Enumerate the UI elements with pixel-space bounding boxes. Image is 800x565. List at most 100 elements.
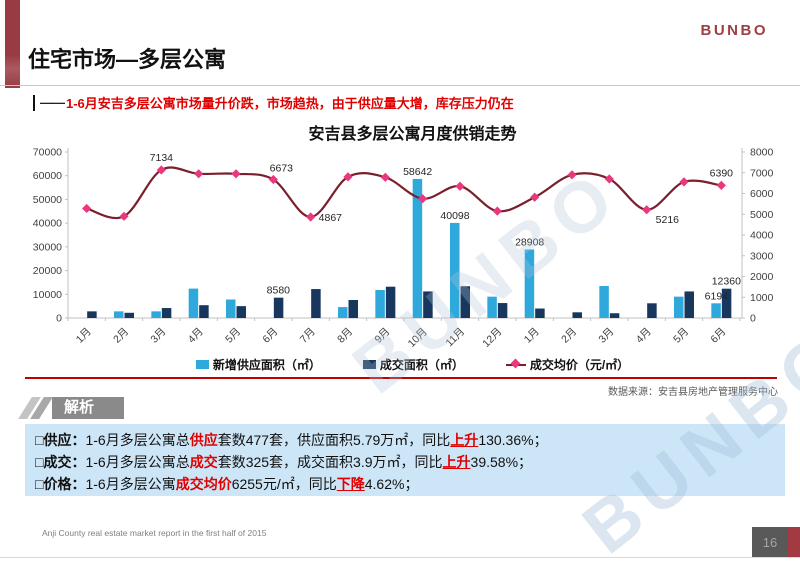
- svg-text:3月: 3月: [596, 326, 616, 346]
- legend-item-price: 成交均价（元/㎡）: [505, 356, 630, 373]
- svg-text:5000: 5000: [750, 209, 774, 221]
- svg-text:6000: 6000: [750, 188, 774, 200]
- bar-deal: [348, 299, 358, 318]
- page-number-badge: 16: [752, 527, 788, 557]
- price-marker-icon: [492, 206, 502, 216]
- svg-text:8580: 8580: [267, 285, 291, 297]
- bar-supply: [226, 299, 236, 318]
- analysis-line: □成交：1-6月多层公寓总成交套数325套，成交面积3.9万㎡，同比上升39.5…: [35, 454, 533, 470]
- supply-swatch-icon: [195, 360, 209, 369]
- price-marker-icon: [642, 205, 652, 215]
- price-marker-icon: [306, 212, 316, 222]
- bar-supply: [375, 290, 385, 318]
- bar-deal: [535, 308, 545, 318]
- svg-text:4月: 4月: [634, 326, 654, 346]
- data-source: 数据来源：安吉县房地产管理服务中心: [608, 387, 778, 398]
- svg-text:4月: 4月: [186, 326, 206, 346]
- bar-deal: [311, 289, 321, 318]
- bar-deal: [161, 308, 172, 318]
- data-labels: 58642 40098 28908 6194 8580 12360 7134 6673 4867…: [150, 152, 741, 302]
- svg-text:2月: 2月: [559, 326, 579, 346]
- svg-text:10月: 10月: [406, 326, 430, 350]
- bar-deal: [199, 305, 209, 318]
- svg-text:12360: 12360: [712, 276, 741, 288]
- bunbo-logo: BUNBO: [700, 22, 768, 39]
- subtitle-bar-mark: [33, 94, 35, 111]
- svg-text:5月: 5月: [223, 326, 243, 346]
- bar-supply: [524, 249, 535, 318]
- bar-deal: [647, 303, 657, 318]
- bar-deal: [87, 311, 97, 318]
- legend-label: 成交均价（元/㎡）: [529, 358, 630, 372]
- svg-text:9月: 9月: [372, 326, 392, 346]
- analysis-line: □价格：1-6月多层公寓成交均价6255元/㎡，同比下降4.62%；: [35, 476, 419, 492]
- svg-text:6194: 6194: [705, 290, 729, 302]
- analysis-line: □供应：1-6月多层公寓总供应套数477套，供应面积5.79万㎡，同比上升130…: [35, 432, 548, 448]
- svg-text:6月: 6月: [708, 326, 728, 346]
- footer-caption: Anji County real estate market report in…: [42, 528, 267, 538]
- bar-deal: [721, 288, 732, 318]
- chart-canvas: 0 10000 20000 30000 40000 50000 60000 70000 0 100…: [33, 147, 774, 350]
- price-marker-icon: [679, 177, 689, 187]
- bar-deal: [497, 303, 508, 318]
- svg-text:50000: 50000: [33, 194, 62, 206]
- chart-legend: 新增供应面积（㎡） 成交面积（㎡） 成交均价（元/㎡）: [30, 356, 795, 373]
- svg-text:20000: 20000: [33, 265, 62, 277]
- bar-supply: [114, 311, 124, 318]
- bar-supply: [674, 296, 684, 318]
- bar-deal: [609, 313, 620, 318]
- legend-label: 成交面积（㎡）: [379, 358, 464, 372]
- svg-text:3000: 3000: [750, 250, 774, 262]
- svg-text:11月: 11月: [443, 326, 467, 350]
- analysis-header-label: 解析: [52, 397, 125, 419]
- svg-text:0: 0: [750, 313, 756, 325]
- chart-block: 安吉县多层公寓月度供销走势 0 10000 20000 30000 40000 50000…: [30, 120, 795, 357]
- bar-deal: [572, 312, 582, 318]
- section-divider-red: [25, 377, 777, 379]
- deal-swatch-icon: [362, 360, 376, 369]
- corner-accent-bar: [5, 0, 20, 88]
- svg-text:3月: 3月: [148, 326, 168, 346]
- bar-deal: [385, 286, 396, 318]
- subtitle-text: 1-6月安吉多层公寓市场量升价跌，市场趋热，由于供应量大增，库存压力仍在: [66, 96, 514, 111]
- svg-text:5月: 5月: [671, 326, 691, 346]
- svg-text:2000: 2000: [750, 271, 774, 283]
- price-marker-icon: [567, 170, 577, 180]
- bar-deal: [273, 297, 284, 318]
- svg-text:70000: 70000: [33, 147, 62, 159]
- svg-text:5216: 5216: [656, 214, 680, 226]
- bars: [87, 178, 732, 318]
- svg-text:4867: 4867: [319, 212, 343, 224]
- svg-text:6390: 6390: [710, 167, 734, 179]
- price-marker-icon: [343, 172, 353, 182]
- bar-supply: [338, 307, 348, 318]
- title-divider: [0, 85, 800, 86]
- bar-supply: [711, 303, 721, 318]
- svg-text:6月: 6月: [260, 326, 280, 346]
- price-marker-icon: [604, 174, 614, 184]
- svg-text:30000: 30000: [33, 241, 62, 253]
- svg-text:8月: 8月: [335, 326, 355, 346]
- bar-deal: [423, 291, 433, 318]
- bottom-divider: [0, 557, 800, 558]
- bar-supply: [151, 311, 161, 318]
- axes: [65, 148, 745, 321]
- svg-text:7月: 7月: [298, 326, 318, 346]
- svg-text:28908: 28908: [515, 236, 544, 248]
- analysis-header: 解析: [18, 397, 125, 419]
- svg-text:58642: 58642: [403, 166, 432, 178]
- price-marker-icon: [231, 169, 241, 179]
- price-marker-icon: [119, 211, 129, 221]
- bar-supply: [412, 178, 423, 318]
- subtitle-dashes: ——: [40, 95, 65, 110]
- price-marker-icon: [530, 192, 540, 202]
- price-marker-icon: [418, 194, 428, 204]
- svg-text:10000: 10000: [33, 289, 62, 301]
- price-marker-icon: [82, 203, 92, 214]
- svg-text:4000: 4000: [750, 230, 774, 242]
- svg-text:12月: 12月: [480, 326, 504, 350]
- bar-supply: [487, 296, 497, 318]
- legend-label: 新增供应面积（㎡）: [212, 358, 321, 372]
- svg-text:1月: 1月: [74, 326, 94, 346]
